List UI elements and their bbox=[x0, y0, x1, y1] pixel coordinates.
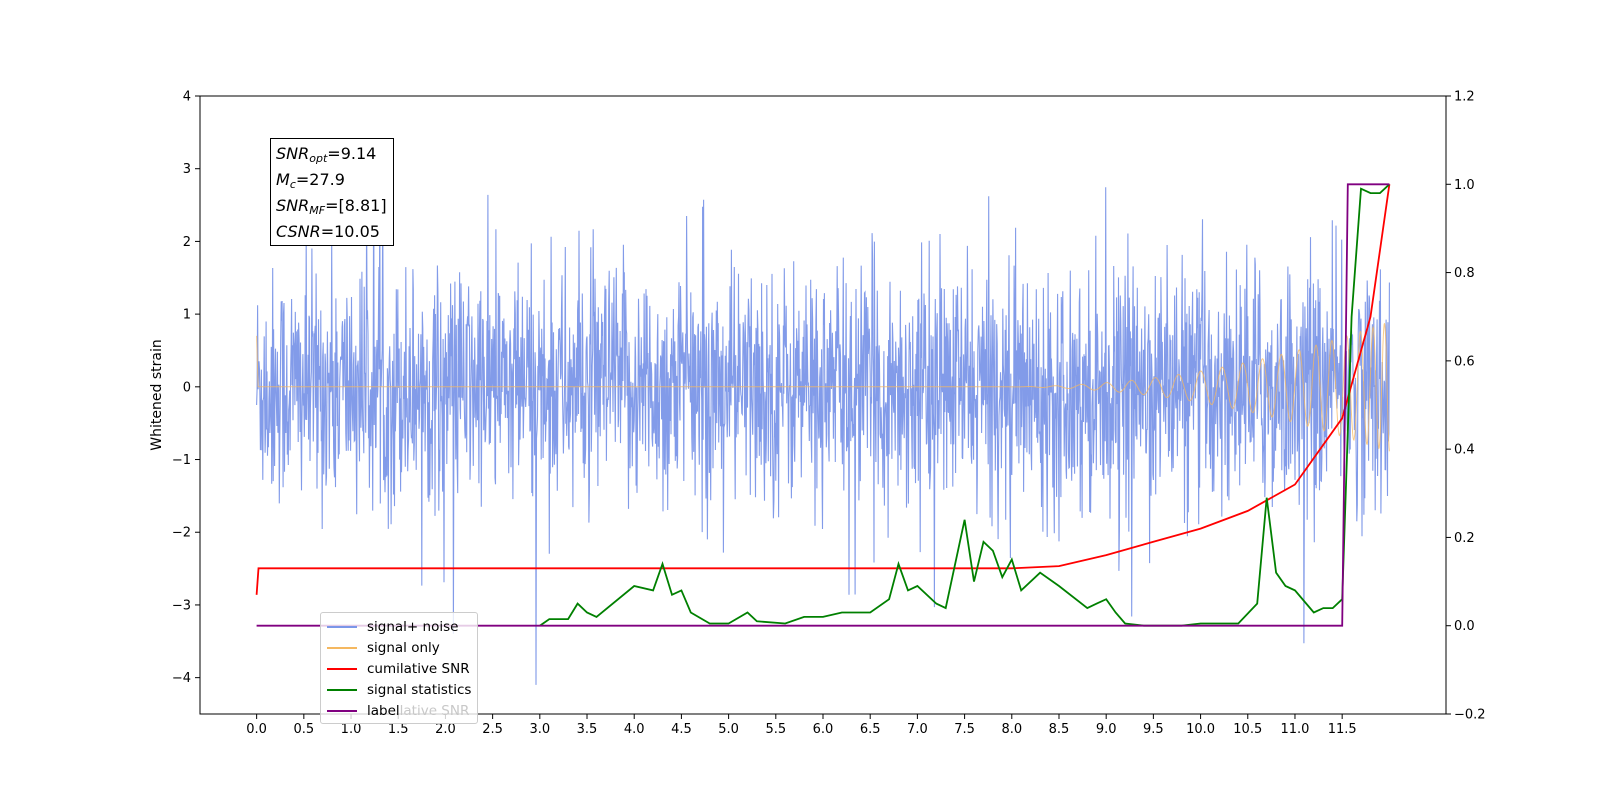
y-tick-label: 3 bbox=[183, 162, 191, 177]
annotation-mc: Mc=27.9 bbox=[276, 170, 345, 191]
legend: signal+ noise signal only cumilative SNR… bbox=[320, 612, 479, 724]
x-tick-label: 8.5 bbox=[1049, 722, 1070, 737]
series-label bbox=[256, 183, 1390, 627]
annotation-box: SNRopt=9.14 Mc=27.9 SNRMF=[8.81] CSNR=10… bbox=[270, 138, 394, 246]
x-tick-label: 2.5 bbox=[482, 722, 503, 737]
legend-item-cumulative-snr: cumilative SNR bbox=[327, 658, 471, 679]
x-axis: 0.0 0.5 1.0 1.5 2.0 2.5 3.0 3.5 4.0 4.5 5.0 5.5 6.0 6… bbox=[246, 714, 1357, 737]
y-axis-label: Whitened strain bbox=[149, 339, 165, 450]
x-tick-label: 3.0 bbox=[529, 722, 550, 737]
x-tick-label: 11.0 bbox=[1280, 722, 1309, 737]
y2-tick-label: −0.2 bbox=[1454, 708, 1486, 723]
x-tick-label: 9.0 bbox=[1096, 722, 1117, 737]
legend-swatch bbox=[327, 688, 357, 691]
x-tick-label: 4.0 bbox=[624, 722, 645, 737]
legend-ghost-text: lative SNR bbox=[399, 702, 470, 719]
y2-tick-label: 1.0 bbox=[1454, 178, 1475, 193]
annotation-snr-mf: SNRMF=[8.81] bbox=[276, 196, 387, 217]
x-tick-label: 4.5 bbox=[671, 722, 692, 737]
y-tick-label: −2 bbox=[172, 526, 191, 541]
x-tick-label: 10.5 bbox=[1233, 722, 1262, 737]
y-tick-label: 2 bbox=[183, 235, 191, 250]
legend-item-signal-only: signal only bbox=[327, 637, 471, 658]
y-axis-left: 4 3 2 1 0 −1 −2 −3 −4 bbox=[172, 90, 200, 686]
x-tick-label: 3.5 bbox=[577, 722, 598, 737]
x-tick-label: 2.0 bbox=[435, 722, 456, 737]
x-tick-label: 5.5 bbox=[765, 722, 786, 737]
y2-tick-label: 0.2 bbox=[1454, 531, 1475, 546]
series-signal-only bbox=[256, 323, 1390, 452]
y-tick-label: 4 bbox=[183, 90, 191, 105]
x-tick-label: 6.5 bbox=[860, 722, 881, 737]
legend-swatch bbox=[327, 709, 357, 712]
y2-tick-label: 0.4 bbox=[1454, 443, 1475, 458]
x-tick-label: 8.0 bbox=[1001, 722, 1022, 737]
y2-tick-label: 0.0 bbox=[1454, 619, 1475, 634]
legend-item-signal-statistics: signal statistics bbox=[327, 679, 471, 700]
x-tick-label: 5.0 bbox=[718, 722, 739, 737]
annotation-csnr: CSNR=10.05 bbox=[276, 222, 380, 241]
series-cumilative-snr bbox=[255, 184, 1391, 595]
plot-area bbox=[255, 153, 1391, 685]
x-tick-label: 1.5 bbox=[388, 722, 409, 737]
y-tick-label: −3 bbox=[172, 598, 191, 613]
y-tick-label: −1 bbox=[172, 453, 191, 468]
y-tick-label: 1 bbox=[183, 308, 191, 323]
legend-item-signal-noise: signal+ noise bbox=[327, 616, 471, 637]
y2-tick-label: 0.6 bbox=[1454, 354, 1475, 369]
x-tick-label: 10.0 bbox=[1186, 722, 1215, 737]
x-tick-label: 11.5 bbox=[1328, 722, 1357, 737]
series-signal-statistics bbox=[539, 183, 1391, 627]
x-tick-label: 0.5 bbox=[293, 722, 314, 737]
legend-item-label: label lative SNR bbox=[327, 700, 471, 721]
y2-tick-label: 1.2 bbox=[1454, 90, 1475, 105]
x-tick-label: 1.0 bbox=[341, 722, 362, 737]
x-tick-label: 6.0 bbox=[813, 722, 834, 737]
legend-swatch bbox=[327, 667, 357, 670]
x-tick-label: 0.0 bbox=[246, 722, 267, 737]
y-tick-label: −4 bbox=[172, 671, 191, 686]
legend-swatch bbox=[327, 646, 357, 649]
y2-tick-label: 0.8 bbox=[1454, 266, 1475, 281]
series-signal-noise bbox=[256, 153, 1390, 685]
y-axis-right: 1.2 1.0 0.8 0.6 0.4 0.2 0.0 −0.2 bbox=[1446, 90, 1486, 723]
x-tick-label: 7.5 bbox=[954, 722, 975, 737]
y-tick-label: 0 bbox=[183, 380, 191, 395]
x-tick-label: 9.5 bbox=[1143, 722, 1164, 737]
legend-swatch bbox=[327, 625, 357, 628]
x-tick-label: 7.0 bbox=[907, 722, 928, 737]
annotation-snr-opt: SNRopt=9.14 bbox=[276, 144, 377, 165]
